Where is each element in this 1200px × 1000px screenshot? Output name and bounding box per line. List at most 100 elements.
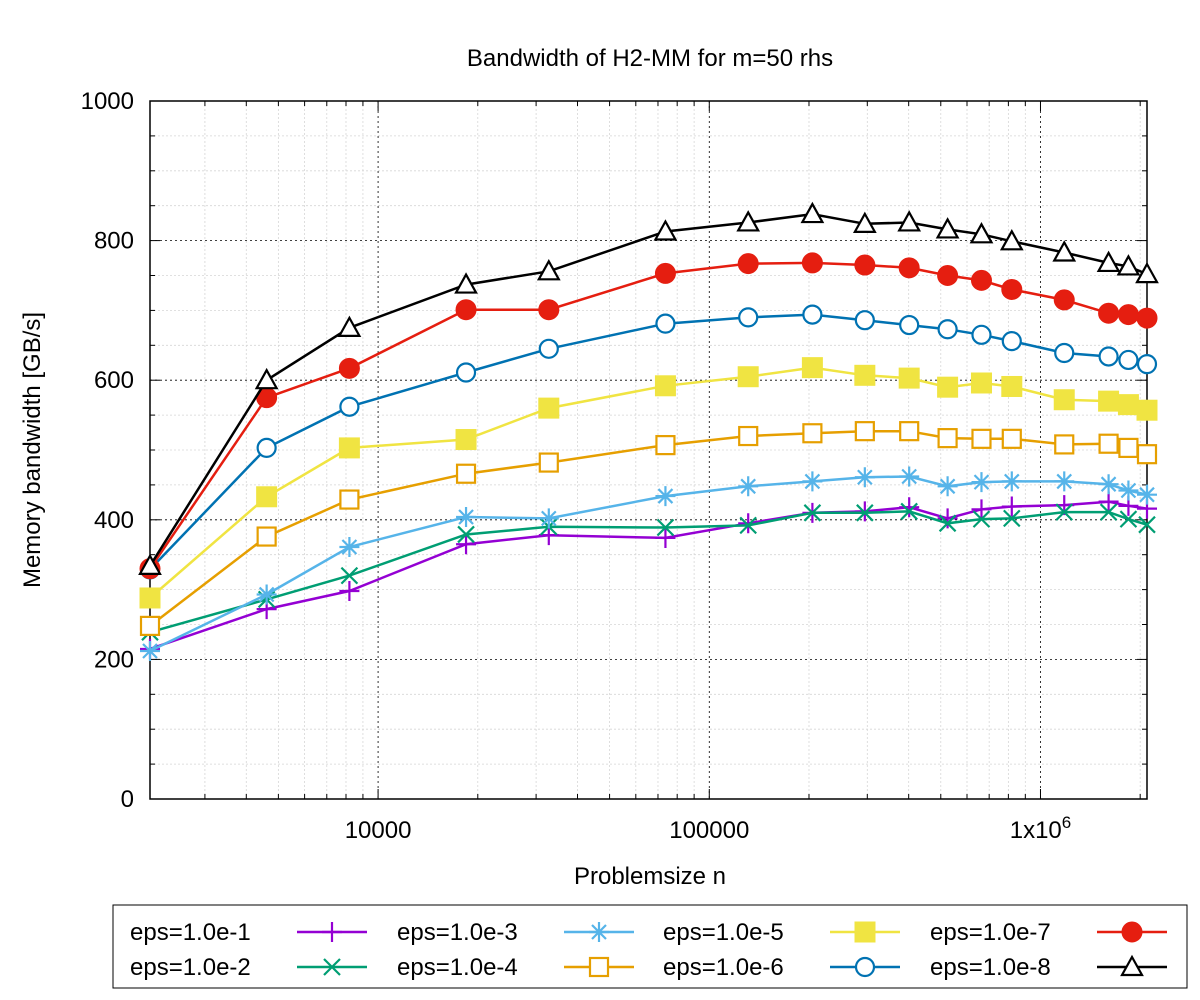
x-tick-label: 10000: [345, 817, 412, 844]
legend-label: eps=1.0e-3: [397, 919, 518, 946]
data-point: [538, 508, 559, 529]
data-point: [339, 537, 360, 558]
data-point: [254, 367, 279, 390]
data-point: [971, 324, 992, 345]
data-point: [653, 219, 678, 241]
data-point: [655, 313, 676, 334]
data-point: [1096, 250, 1121, 273]
data-point: [937, 476, 958, 497]
data-point: [1001, 375, 1023, 397]
legend-label: eps=1.0e-4: [397, 954, 518, 981]
data-point: [138, 553, 162, 575]
series-group: [138, 201, 1159, 662]
data-point: [140, 641, 160, 662]
data-point: [739, 516, 757, 535]
data-point: [899, 421, 920, 442]
data-point: [897, 210, 922, 232]
data-point: [802, 304, 823, 325]
data-point: [1003, 509, 1021, 528]
data-point: [802, 423, 823, 444]
data-point: [969, 222, 994, 244]
data-point: [1001, 471, 1022, 492]
data-point: [654, 375, 676, 397]
data-point: [737, 366, 759, 388]
y-tick-label: 800: [94, 228, 134, 255]
legend-item: eps=1.0e-3: [397, 919, 634, 946]
data-point: [538, 338, 559, 359]
data-point: [538, 452, 559, 473]
data-point: [854, 467, 875, 488]
data-point: [1098, 433, 1119, 454]
data-point: [1137, 484, 1157, 505]
legend-label: eps=1.0e-1: [130, 919, 251, 946]
x-tick-label: 100000: [669, 817, 749, 844]
data-point: [1054, 434, 1075, 455]
legend-label: eps=1.0e-8: [930, 954, 1051, 981]
data-point: [1136, 307, 1158, 329]
legend-item: eps=1.0e-8: [930, 954, 1167, 981]
data-point: [256, 526, 277, 547]
data-point: [322, 922, 342, 942]
data-point: [801, 252, 823, 274]
data-point: [971, 428, 992, 449]
data-point: [1117, 394, 1139, 416]
series-line: [149, 510, 1148, 634]
data-point: [256, 486, 278, 508]
x-tick-exponent: 6: [1062, 813, 1071, 832]
data-point: [1136, 444, 1158, 465]
data-point: [802, 471, 823, 492]
data-point: [536, 259, 561, 281]
data-point: [856, 504, 874, 522]
data-point: [455, 299, 477, 321]
data-point: [1118, 480, 1139, 501]
series-eps=1.0e-3: [140, 466, 1157, 662]
legend-label: eps=1.0e-6: [663, 954, 784, 981]
data-point: [457, 525, 475, 544]
y-tick-label: 1000: [81, 88, 134, 115]
series-eps=1.0e-6: [139, 304, 1158, 580]
data-point: [256, 437, 277, 459]
legend-label: eps=1.0e-5: [663, 919, 784, 946]
data-point: [655, 486, 676, 507]
legend: eps=1.0e-1 eps=1.0e-2 eps=1.0e-3 eps=1.0e-4…: [112, 904, 1188, 989]
data-point: [256, 584, 277, 605]
data-point: [1053, 389, 1075, 411]
data-point: [738, 476, 759, 497]
data-point: [1054, 342, 1075, 364]
chart-title: Bandwidth of H2-MM for m=50 rhs: [467, 45, 833, 72]
y-tick-label: 0: [121, 786, 134, 813]
data-point: [854, 956, 876, 978]
data-point: [970, 372, 992, 394]
x-axis-label: Problemsize n: [574, 863, 726, 890]
legend-label: eps=1.0e-7: [930, 919, 1051, 946]
data-point: [803, 504, 822, 522]
data-point: [538, 397, 560, 419]
data-point: [1138, 515, 1156, 534]
data-point: [1053, 289, 1075, 311]
legend-item: eps=1.0e-1: [130, 919, 367, 946]
legend-box: [112, 904, 1188, 989]
data-point: [1098, 390, 1120, 412]
data-point: [323, 958, 341, 976]
data-point: [1001, 428, 1022, 449]
data-point: [339, 396, 360, 417]
data-point: [854, 921, 876, 943]
data-point: [1116, 254, 1141, 276]
data-point: [854, 364, 876, 386]
data-point: [1135, 261, 1159, 284]
data-point: [1001, 496, 1022, 517]
legend-item: eps=1.0e-2: [130, 954, 367, 981]
data-point: [455, 463, 477, 484]
data-point: [1052, 240, 1077, 262]
data-point: [538, 299, 560, 321]
data-point: [736, 210, 761, 232]
data-point: [898, 257, 920, 279]
data-point: [454, 272, 478, 294]
data-point: [1099, 503, 1118, 521]
data-point: [1098, 346, 1119, 367]
data-point: [899, 314, 920, 336]
legend-label: eps=1.0e-2: [130, 954, 251, 981]
legend-item: eps=1.0e-6: [663, 954, 900, 981]
data-point: [1118, 349, 1139, 371]
